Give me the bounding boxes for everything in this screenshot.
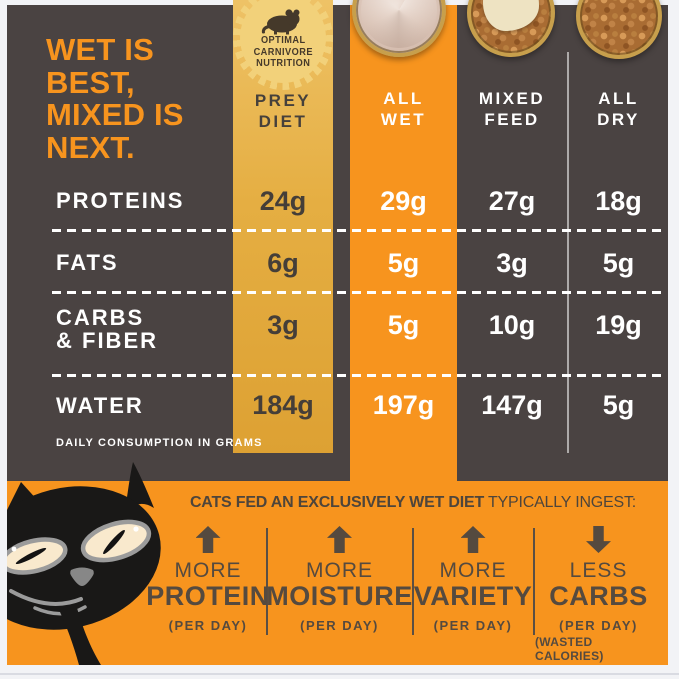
row-label-line: CARBS [56,305,145,330]
value-water-dry: 5g [602,390,635,420]
badge-core: OPTIMAL CARNIVORE NUTRITION [240,0,326,83]
arrow-up-icon [327,526,352,553]
column-header-all-dry: ALL DRY [569,88,668,130]
callout-sub: (PER DAY) [433,618,513,633]
header-line: MIXED [478,89,546,108]
header-line: FEED [484,110,540,129]
callout-qualifier: MORE [439,559,507,582]
badge-line-3: NUTRITION [255,58,311,69]
callout-sub: (PER DAY) [559,618,638,633]
row-label-carbs-fiber: CARBS & FIBER [56,306,158,352]
footer-headline-rest: TYPICALLY INGEST: [484,494,637,511]
value-fats-mixed: 3g [496,248,528,278]
table-footnote: DAILY CONSUMPTION IN GRAMS [56,437,263,449]
all-wet-column [350,5,457,481]
footer-headline-bold: CATS FED AN EXCLUSIVELY WET DIET [189,494,485,511]
row-label-line: & FIBER [56,328,158,353]
row-label-fats: FATS [56,250,119,275]
value-proteins-prey: 24g [259,186,307,216]
title-line: BEST, [46,64,135,100]
title-line: NEXT. [46,129,135,165]
row-divider [52,229,663,232]
badge-line-1: OPTIMAL [260,35,306,46]
page-title: WET IS BEST, MIXED IS NEXT. [46,32,184,165]
header-line: ALL [598,89,639,108]
callout-more-protein: MORE PROTEIN (PER DAY) [146,526,269,633]
badge-line-2: CARNIVORE [253,46,313,58]
header-line: DIET [258,112,308,131]
table-panel [7,5,668,481]
callout-word: PROTEIN [146,581,270,611]
value-water-mixed: 147g [481,390,543,420]
title-line: WET IS [46,32,154,67]
column-header-all-wet: ALL WET [350,88,457,130]
row-label-proteins: PROTEINS [56,188,185,213]
callout-qualifier: MORE [306,559,373,582]
prey-diet-column: OPTIMAL CARNIVORE NUTRITION [233,0,333,453]
header-line: ALL [383,89,424,108]
arrow-up-icon [195,526,221,553]
value-carbs-mixed: 10g [488,310,536,340]
value-fats-dry: 5g [602,248,635,278]
value-proteins-mixed: 27g [488,186,536,216]
callout-sub: (PER DAY) [168,618,248,633]
header-line: DRY [597,110,640,129]
mixed-food-bowl-image [467,0,555,57]
value-proteins-wet: 29g [380,186,427,216]
value-carbs-wet: 5g [387,310,420,340]
callout-word: MOISTURE [266,581,413,611]
dry-food-bowl-image [576,0,662,59]
optimal-nutrition-badge: OPTIMAL CARNIVORE NUTRITION [233,0,333,90]
footer-divider [533,528,535,635]
callout-qualifier: LESS [569,559,628,582]
column-separator-line [567,52,569,453]
callout-more-variety: MORE VARIETY (PER DAY) [414,526,532,633]
arrow-up-icon [460,526,486,553]
value-carbs-prey: 3g [267,310,299,340]
column-header-mixed-feed: MIXED FEED [457,88,567,130]
footer-divider [266,528,268,635]
value-fats-prey: 6g [267,248,299,278]
title-line: MIXED IS [46,97,184,132]
arrow-down-icon [586,526,611,553]
cat-nose [70,567,94,586]
callout-qualifier: MORE [174,559,242,582]
value-fats-wet: 5g [387,248,420,278]
callout-more-moisture: MORE MOISTURE (PER DAY) [266,526,413,633]
callout-less-carbs: LESS CARBS (PER DAY) (WASTED CALORIES) [535,526,662,663]
value-carbs-dry: 19g [595,310,642,340]
black-cat-illustration [7,462,161,665]
callout-sub-note: (WASTED CALORIES) [535,635,604,663]
value-water-prey: 184g [252,390,314,420]
column-header-prey-diet: PREY DIET [233,90,333,132]
callout-word: CARBS [549,581,648,611]
row-divider [52,291,663,294]
header-line: PREY [254,91,312,110]
badge-label: OPTIMAL CARNIVORE NUTRITION [253,35,312,70]
header-line: WET [380,110,427,129]
row-divider [52,374,663,377]
value-proteins-dry: 18g [595,186,642,216]
mouse-icon [261,9,300,35]
page-edge-line [0,673,679,675]
footer-headline: CATS FED AN EXCLUSIVELY WET DIET TYPICAL… [158,494,668,512]
row-label-water: WATER [56,393,144,418]
value-water-wet: 197g [372,390,435,420]
callout-sub: (PER DAY) [300,618,379,633]
callout-word: VARIETY [413,581,533,611]
footer-divider [412,528,414,635]
